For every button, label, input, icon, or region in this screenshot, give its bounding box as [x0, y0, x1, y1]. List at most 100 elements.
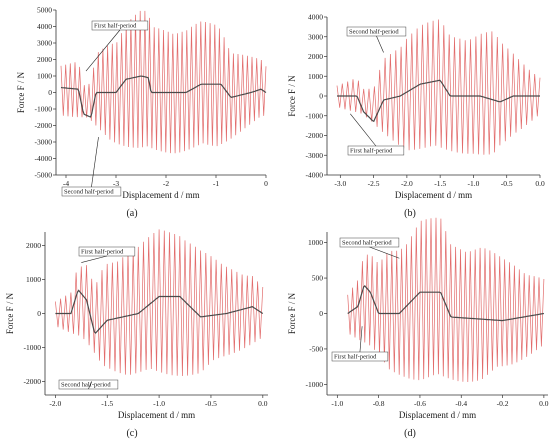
- y-tick-label: 2000: [308, 52, 323, 61]
- y-tick-label: 1000: [308, 72, 323, 81]
- x-tick-label: -0.2: [497, 399, 509, 408]
- x-tick-label: -0.6: [414, 399, 426, 408]
- x-tick-label: -1.5: [434, 179, 446, 188]
- y-tick-label: -3000: [306, 151, 324, 160]
- x-tick-label: 0.0: [258, 399, 268, 408]
- y-tick-label: 4000: [308, 13, 323, 22]
- x-tick-label: -3.0: [334, 179, 346, 188]
- annotation-arrow: [376, 35, 384, 53]
- y-tick-label: -4000: [35, 154, 53, 163]
- annotation-arrow: [81, 255, 107, 263]
- y-tick-label: -1000: [306, 380, 324, 389]
- y-tick-label: -3000: [35, 138, 53, 147]
- y-tick-label: -1000: [306, 111, 324, 120]
- y-tick-label: -500: [309, 345, 323, 354]
- x-axis-title: Displacement d / mm: [399, 410, 476, 420]
- annotation-label: Second half-period: [61, 382, 111, 389]
- annotation-label: First half-period: [81, 249, 124, 256]
- y-axis-title: Force F / N: [287, 292, 297, 334]
- y-tick-label: 0: [319, 92, 323, 101]
- panel-label: (c): [126, 428, 137, 439]
- mean-force-series: [337, 79, 540, 123]
- y-tick-label: 1000: [26, 275, 41, 284]
- annotation-label: Second half-period: [342, 240, 392, 247]
- force-oscillation-series: [347, 217, 545, 383]
- y-tick-label: 500: [312, 274, 324, 283]
- y-tick-label: -1000: [24, 343, 42, 352]
- x-tick-label: -2.5: [368, 179, 380, 188]
- mean-force-series: [60, 75, 267, 118]
- y-tick-label: 5000: [37, 6, 52, 15]
- x-tick-label: -1.0: [153, 399, 165, 408]
- annotation-a: Second half-period: [339, 237, 400, 259]
- y-axis-title: Force F / N: [5, 292, 15, 334]
- y-tick-label: 1000: [37, 72, 52, 81]
- force-oscillation-series: [55, 229, 264, 377]
- x-tick-label: -2.0: [401, 179, 413, 188]
- annotation-label: First half-period: [334, 354, 377, 361]
- annotation-arrow: [88, 381, 92, 390]
- y-axis-title: Force F / N: [287, 75, 297, 117]
- y-axis-title: Force F / N: [16, 71, 26, 113]
- y-tick-label: 0: [48, 88, 52, 97]
- x-tick-label: -0.5: [205, 399, 217, 408]
- y-tick-label: 4000: [37, 22, 52, 31]
- panel-b: 4000 3000 2000 1000 0 -1000 -2000 -3000 -4000 -3.…: [287, 13, 545, 219]
- annotation-arrow: [350, 113, 377, 147]
- y-tick-label: 0: [37, 309, 41, 318]
- mean-force-series: [347, 285, 544, 322]
- annotation-label: First half-period: [350, 148, 393, 155]
- y-tick-label: 1000: [308, 238, 323, 247]
- x-tick-label: -0.4: [455, 399, 467, 408]
- annotation-label: Second half-period: [64, 189, 114, 196]
- y-tick-label: -2000: [35, 121, 53, 130]
- annotation-label: Second half-period: [349, 29, 399, 36]
- x-tick-label: -4: [63, 179, 69, 188]
- y-tick-label: -2000: [24, 377, 42, 386]
- x-tick-label: -0.5: [501, 179, 513, 188]
- annotation-arrow: [359, 326, 363, 353]
- panel-label: (d): [404, 428, 416, 439]
- x-tick-label: -3: [113, 179, 119, 188]
- y-tick-label: -4000: [306, 171, 324, 180]
- annotation-arrow: [85, 29, 121, 72]
- panel-label: (b): [404, 208, 416, 219]
- annotation-b: Second half-period: [61, 137, 122, 197]
- panel-c: 2000 1000 0 -1000 -2000 -2.0 -1.5 -1.0 -0.5 0.0 Fo…: [5, 229, 268, 439]
- x-tick-label: -1: [213, 179, 219, 188]
- x-axis-title: Displacement d / mm: [395, 190, 472, 200]
- annotation-b: First half-period: [331, 326, 389, 362]
- annotation-arrow: [91, 137, 99, 188]
- y-tick-label: -2000: [306, 131, 324, 140]
- y-tick-label: 2000: [37, 55, 52, 64]
- x-tick-label: 0.0: [535, 179, 545, 188]
- panel-d: 1000 500 0 -500 -1000 -1.0 -0.8 -0.6 -0.4 -0.2 0.0…: [287, 217, 549, 439]
- annotation-a: Second half-period: [346, 26, 407, 53]
- annotation-a: First half-period: [85, 20, 149, 72]
- x-axis-title: Displacement d / mm: [118, 410, 195, 420]
- y-tick-label: -1000: [35, 105, 53, 114]
- x-tick-label: 0: [264, 179, 268, 188]
- y-tick-label: 0: [319, 309, 323, 318]
- x-tick-label: -1.5: [101, 399, 113, 408]
- annotation-arrow: [369, 246, 400, 259]
- force-oscillation-series: [60, 10, 267, 154]
- x-tick-label: -0.8: [373, 399, 385, 408]
- x-tick-label: -1.0: [468, 179, 480, 188]
- mean-force-series: [55, 289, 264, 334]
- y-tick-label: -5000: [35, 171, 53, 180]
- x-tick-label: -2.0: [49, 399, 61, 408]
- x-tick-label: 0.0: [539, 399, 549, 408]
- x-tick-label: -1.0: [331, 399, 343, 408]
- y-tick-label: 3000: [37, 39, 52, 48]
- x-tick-label: -2: [163, 179, 169, 188]
- annotation-label: First half-period: [94, 23, 137, 30]
- panel-a: 5000 4000 3000 2000 1000 0 -1000 -2000 -3000 -400…: [16, 6, 268, 219]
- x-axis-title: Displacement d / mm: [122, 190, 199, 200]
- y-tick-label: 2000: [26, 241, 41, 250]
- annotation-b: Second half-period: [58, 379, 119, 390]
- panel-label: (a): [126, 208, 137, 219]
- annotation-b: First half-period: [347, 113, 405, 156]
- annotation-a: First half-period: [78, 246, 136, 263]
